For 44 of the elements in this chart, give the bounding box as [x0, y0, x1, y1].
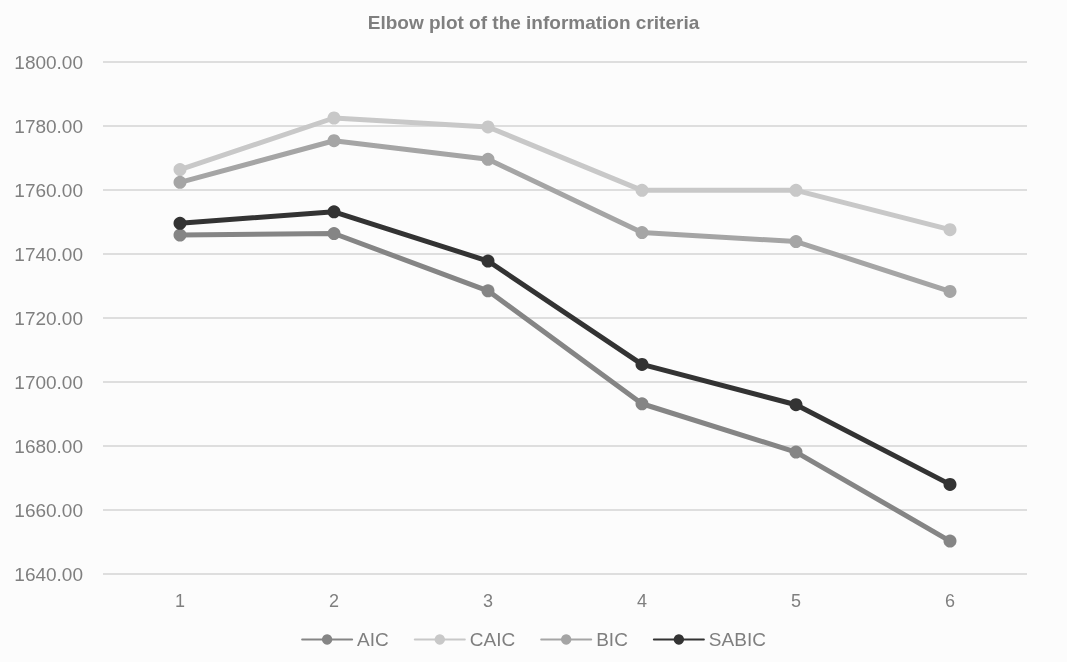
chart-title: Elbow plot of the information criteria — [367, 12, 700, 33]
y-tick-label: 1800.00 — [14, 51, 83, 73]
point — [173, 175, 187, 189]
point — [635, 357, 649, 371]
legend-label: CAIC — [469, 629, 516, 650]
y-tick-label: 1740.00 — [14, 243, 83, 265]
x-tick-label: 3 — [482, 591, 494, 611]
x-tick-label: 4 — [636, 591, 648, 611]
point — [943, 223, 957, 237]
point — [789, 445, 803, 459]
point — [173, 163, 187, 177]
y-tick-label: 1660.00 — [14, 499, 83, 521]
legend-label: BIC — [596, 629, 628, 650]
point — [635, 183, 649, 197]
legend-label: AIC — [357, 629, 389, 650]
point — [327, 227, 341, 241]
point — [943, 284, 957, 298]
y-tick-label: 1700.00 — [14, 371, 83, 393]
point — [635, 226, 649, 240]
point — [481, 284, 495, 298]
x-tick-label: 5 — [790, 591, 802, 611]
point — [481, 120, 495, 134]
point — [327, 111, 341, 125]
point — [789, 183, 803, 197]
legend-label: SABIC — [708, 629, 766, 650]
x-tick-label: 1 — [174, 591, 186, 611]
point — [789, 235, 803, 249]
y-tick-label: 1760.00 — [14, 179, 83, 201]
point — [789, 398, 803, 412]
point — [943, 477, 957, 491]
point — [173, 216, 187, 230]
y-tick-label: 1640.00 — [14, 563, 83, 585]
point — [481, 152, 495, 166]
point — [327, 205, 341, 219]
y-tick-label: 1720.00 — [14, 307, 83, 329]
y-tick-label: 1680.00 — [14, 435, 83, 457]
point — [635, 397, 649, 411]
point — [943, 534, 957, 548]
point — [173, 228, 187, 242]
x-tick-label: 2 — [328, 591, 340, 611]
point — [327, 134, 341, 148]
y-tick-label: 1780.00 — [14, 115, 83, 137]
x-tick-label: 6 — [944, 591, 956, 611]
point — [481, 254, 495, 268]
